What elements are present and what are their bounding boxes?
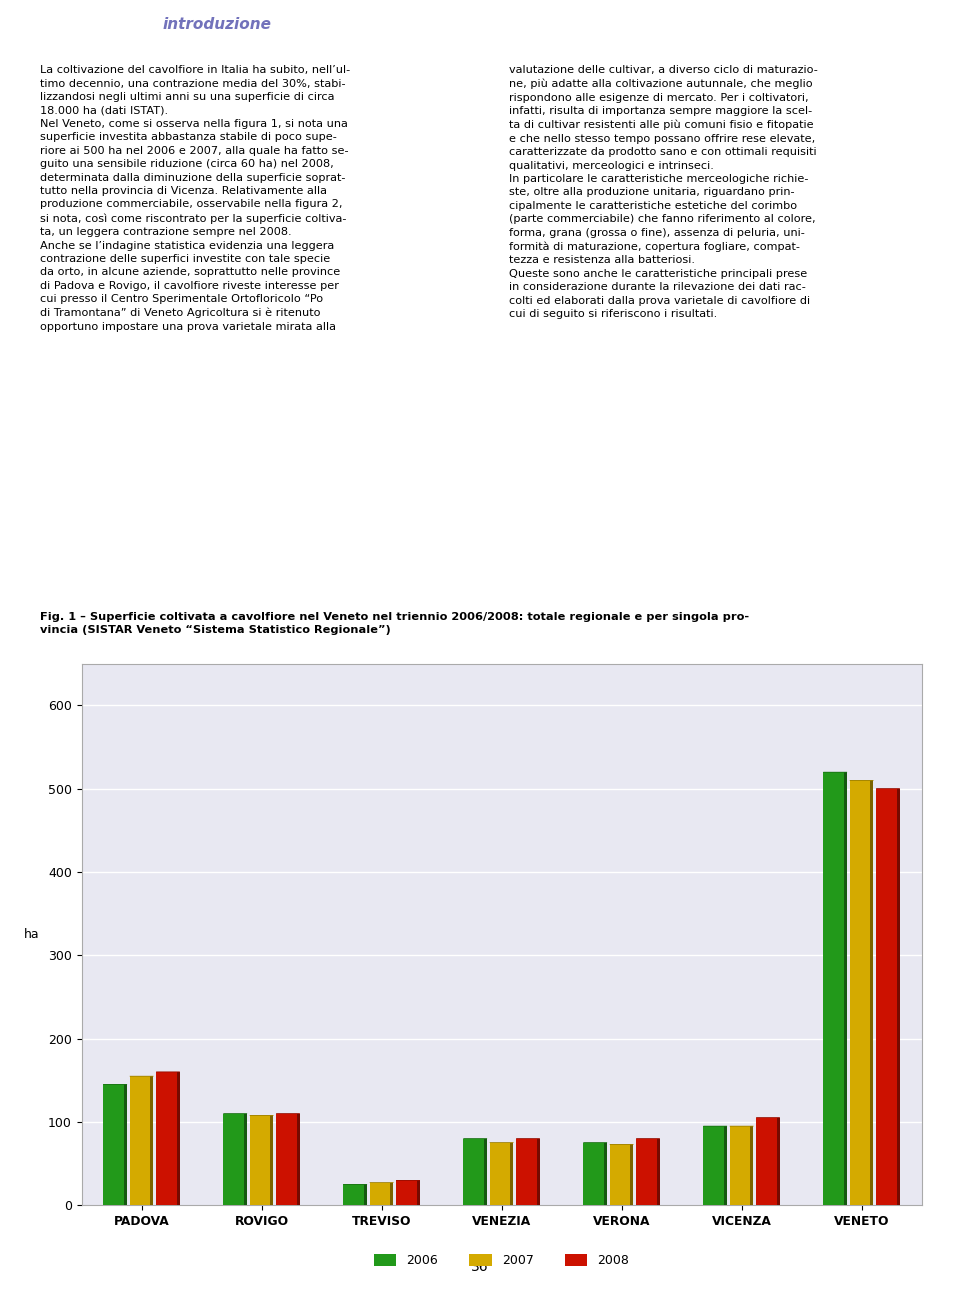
- Text: La coltivazione del cavolfiore in Italia ha subito, nell’ul-
timo decennio, una : La coltivazione del cavolfiore in Italia…: [40, 64, 350, 331]
- Bar: [0, 0, 283, 50]
- Bar: [464, 1138, 487, 1205]
- Bar: [730, 1127, 754, 1205]
- Bar: [876, 789, 900, 1205]
- Bar: [276, 1114, 300, 1205]
- Bar: [897, 789, 900, 1205]
- Bar: [610, 1145, 634, 1205]
- Bar: [250, 1115, 274, 1205]
- Text: introduzione: introduzione: [162, 17, 272, 32]
- Bar: [657, 1138, 660, 1205]
- Bar: [484, 1138, 487, 1205]
- Bar: [756, 1118, 780, 1205]
- Bar: [844, 772, 847, 1205]
- Bar: [724, 1127, 727, 1205]
- Bar: [297, 1114, 300, 1205]
- Bar: [490, 1143, 514, 1205]
- Bar: [370, 1183, 394, 1205]
- Bar: [871, 780, 874, 1205]
- Bar: [271, 1115, 274, 1205]
- Bar: [177, 1072, 180, 1205]
- Bar: [751, 1127, 754, 1205]
- Bar: [824, 772, 847, 1205]
- Bar: [391, 1183, 394, 1205]
- Bar: [704, 1127, 727, 1205]
- Bar: [417, 1181, 420, 1205]
- Bar: [151, 1076, 154, 1205]
- Bar: [511, 1143, 514, 1205]
- Bar: [104, 1084, 127, 1205]
- Bar: [584, 1143, 607, 1205]
- Bar: [777, 1118, 780, 1205]
- Text: Fig. 1 – Superficie coltivata a cavolfiore nel Veneto nel triennio 2006/2008: to: Fig. 1 – Superficie coltivata a cavolfio…: [40, 612, 750, 635]
- Bar: [156, 1072, 180, 1205]
- Bar: [516, 1138, 540, 1205]
- Text: valutazione delle cultivar, a diverso ciclo di maturazio-
ne, più adatte alla co: valutazione delle cultivar, a diverso ci…: [509, 64, 818, 320]
- Bar: [850, 780, 874, 1205]
- Bar: [124, 1084, 127, 1205]
- Bar: [636, 1138, 660, 1205]
- Text: CAVOLFIORE AUTUNNALE: CAVOLFIORE AUTUNNALE: [300, 14, 596, 35]
- Bar: [396, 1181, 420, 1205]
- Bar: [604, 1143, 607, 1205]
- Y-axis label: ha: ha: [23, 928, 39, 941]
- Legend: 2006, 2007, 2008: 2006, 2007, 2008: [369, 1249, 635, 1272]
- Bar: [344, 1185, 367, 1205]
- Bar: [537, 1138, 540, 1205]
- Bar: [224, 1114, 247, 1205]
- Text: 36: 36: [471, 1259, 489, 1274]
- Bar: [130, 1076, 154, 1205]
- Bar: [244, 1114, 247, 1205]
- Bar: [631, 1145, 634, 1205]
- Bar: [364, 1185, 367, 1205]
